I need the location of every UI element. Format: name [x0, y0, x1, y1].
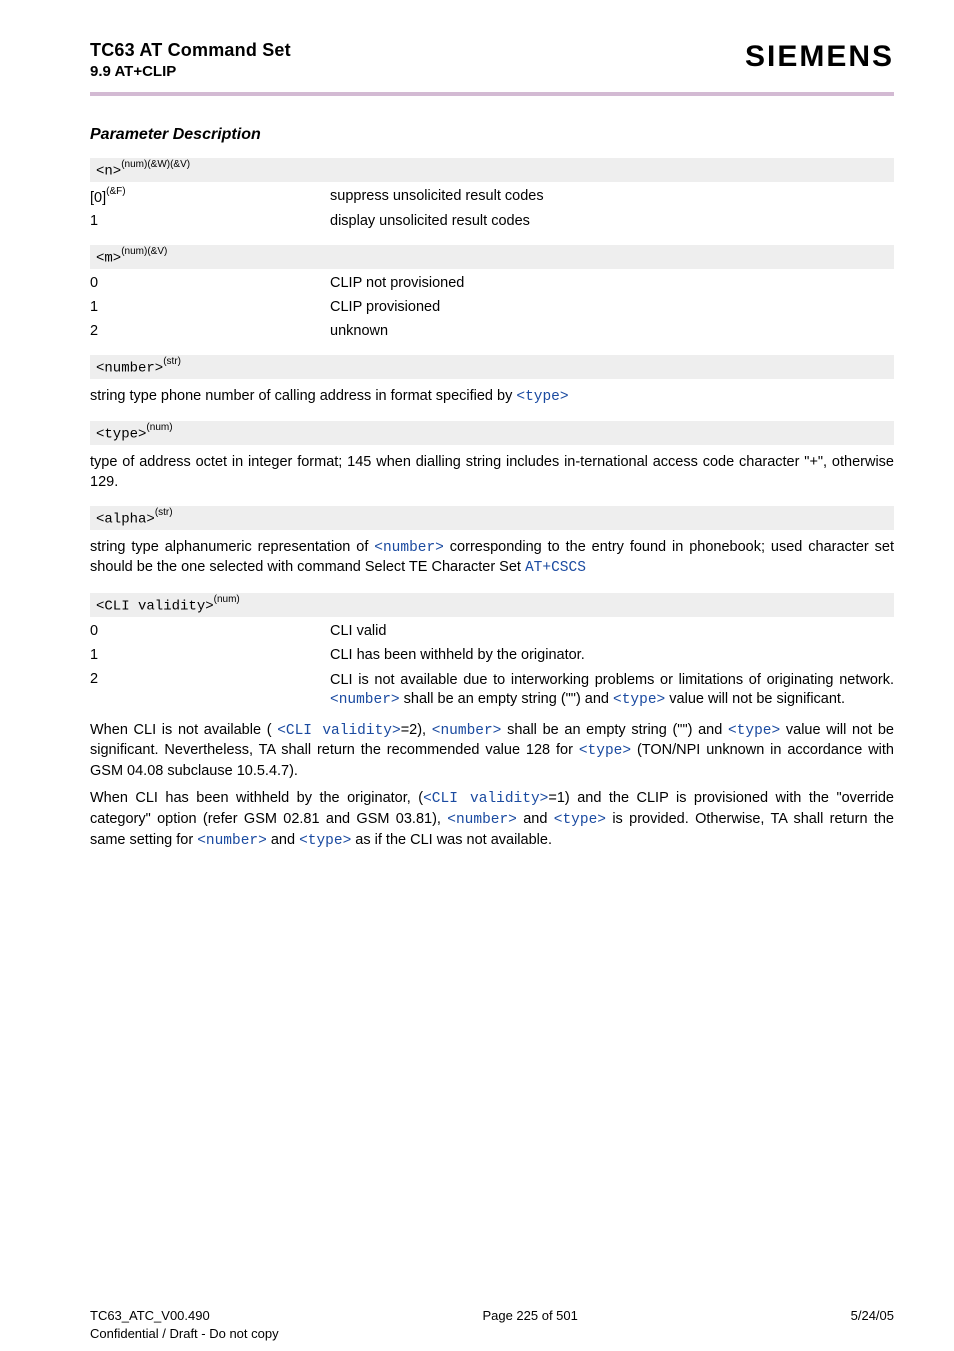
footer-confidential: Confidential / Draft - Do not copy — [90, 1326, 279, 1341]
section-title: Parameter Description — [90, 126, 894, 144]
param-m-key-2: 2 — [90, 323, 330, 339]
param-m-head: <m>(num)(&V) — [90, 245, 894, 269]
param-n-val-0: suppress unsolicited result codes — [330, 188, 894, 206]
trail-para-2: When CLI has been withheld by the origin… — [90, 789, 894, 851]
trail1-l3[interactable]: <type> — [728, 723, 780, 739]
param-cli-key-2: 2 — [90, 671, 330, 711]
param-n-key-0: [0](&F) — [90, 188, 330, 206]
trail2-c: and — [517, 811, 554, 827]
param-m-key-0: 0 — [90, 275, 330, 291]
trail2-l2[interactable]: <number> — [447, 812, 517, 828]
param-cli-val-2-c: value will not be significant. — [665, 691, 845, 707]
param-cli-name: <CLI validity> — [96, 599, 214, 615]
param-m-sup: (num)(&V) — [121, 246, 167, 257]
param-cli-key-0: 0 — [90, 623, 330, 639]
param-n-name: <n> — [96, 164, 121, 180]
trail1-c: shall be an empty string ("") and — [501, 722, 728, 738]
param-alpha-link2[interactable]: AT+CSCS — [525, 560, 586, 576]
param-m-key-1: 1 — [90, 299, 330, 315]
param-m-row-1: 1 CLIP provisioned — [90, 293, 894, 317]
doc-title: TC63 AT Command Set — [90, 40, 291, 61]
header-rule — [90, 92, 894, 96]
footer-right: 5/24/05 — [851, 1308, 894, 1323]
param-m-val-1: CLIP provisioned — [330, 299, 894, 315]
param-number-desc-pre: string type phone number of calling addr… — [90, 388, 516, 404]
footer-left: TC63_ATC_V00.490 — [90, 1308, 210, 1323]
trail2-f: as if the CLI was not available. — [351, 832, 552, 848]
param-cli-row-1: 1 CLI has been withheld by the originato… — [90, 641, 894, 665]
param-cli-val-0: CLI valid — [330, 623, 894, 639]
param-m-row-0: 0 CLIP not provisioned — [90, 269, 894, 293]
param-cli-val-2-a: CLI is not available due to interworking… — [330, 672, 894, 688]
param-n-sup: (num)(&W)(&V) — [121, 159, 190, 170]
param-n-key-1: 1 — [90, 213, 330, 229]
page-footer: TC63_ATC_V00.490 Page 225 of 501 5/24/05 — [90, 1308, 894, 1323]
param-number-head: <number>(str) — [90, 355, 894, 379]
param-cli-val-2: CLI is not available due to interworking… — [330, 671, 894, 711]
param-alpha-link1[interactable]: <number> — [374, 540, 444, 556]
trail2-l1[interactable]: <CLI validity> — [423, 791, 548, 807]
param-alpha-sup: (str) — [155, 507, 173, 518]
param-cli-val-2-l1[interactable]: <number> — [330, 692, 400, 708]
param-n-row-1: 1 display unsolicited result codes — [90, 207, 894, 231]
trail2-a: When CLI has been withheld by the origin… — [90, 790, 423, 806]
trail2-l3[interactable]: <type> — [554, 812, 606, 828]
param-cli-row-0: 0 CLI valid — [90, 617, 894, 641]
param-cli-row-2: 2 CLI is not available due to interworki… — [90, 665, 894, 713]
param-m-val-2: unknown — [330, 323, 894, 339]
param-alpha-head: <alpha>(str) — [90, 506, 894, 530]
param-type-sup: (num) — [146, 422, 172, 433]
content: Parameter Description <n>(num)(&W)(&V) [… — [90, 126, 894, 851]
param-n-key-0-text: [0] — [90, 189, 106, 205]
doc-sub: 9.9 AT+CLIP — [90, 63, 291, 80]
header-left: TC63 AT Command Set 9.9 AT+CLIP — [90, 40, 291, 80]
trail2-l4[interactable]: <number> — [197, 833, 267, 849]
trail1-l2[interactable]: <number> — [432, 723, 502, 739]
header-right: SIEMENS — [745, 40, 894, 74]
param-alpha-name: <alpha> — [96, 512, 155, 528]
page-header: TC63 AT Command Set 9.9 AT+CLIP SIEMENS — [90, 40, 894, 80]
trail2-e: and — [267, 832, 299, 848]
trail1-l1[interactable]: <CLI validity> — [277, 723, 400, 739]
trail-para-1: When CLI is not available ( <CLI validit… — [90, 721, 894, 782]
param-n-key-0-sup: (&F) — [106, 186, 125, 197]
footer-center: Page 225 of 501 — [210, 1308, 851, 1323]
param-m-row-2: 2 unknown — [90, 317, 894, 341]
param-cli-val-2-l2[interactable]: <type> — [613, 692, 665, 708]
param-cli-val-1: CLI has been withheld by the originator. — [330, 647, 894, 663]
param-number-name: <number> — [96, 361, 163, 377]
param-type-head: <type>(num) — [90, 421, 894, 445]
trail1-b: =2), — [401, 722, 432, 738]
param-m-val-0: CLIP not provisioned — [330, 275, 894, 291]
param-number-sup: (str) — [163, 356, 181, 367]
trail2-l5[interactable]: <type> — [299, 833, 351, 849]
param-type-name: <type> — [96, 427, 146, 443]
param-alpha-desc: string type alphanumeric representation … — [90, 538, 894, 579]
trail1-a: When CLI is not available ( — [90, 722, 277, 738]
param-m-name: <m> — [96, 251, 121, 267]
param-cli-head: <CLI validity>(num) — [90, 593, 894, 617]
param-n-row-0: [0](&F) suppress unsolicited result code… — [90, 182, 894, 208]
param-cli-key-1: 1 — [90, 647, 330, 663]
trail1-l4[interactable]: <type> — [579, 743, 631, 759]
param-cli-sup: (num) — [214, 594, 240, 605]
param-number-desc: string type phone number of calling addr… — [90, 387, 894, 408]
param-number-desc-link[interactable]: <type> — [516, 389, 568, 405]
param-type-desc: type of address octet in integer format;… — [90, 453, 894, 492]
param-alpha-desc-pre: string type alphanumeric representation … — [90, 539, 374, 555]
brand-logo: SIEMENS — [745, 40, 894, 74]
param-cli-val-2-b: shall be an empty string ("") and — [400, 691, 613, 707]
param-n-head: <n>(num)(&W)(&V) — [90, 158, 894, 182]
param-n-val-1: display unsolicited result codes — [330, 213, 894, 229]
